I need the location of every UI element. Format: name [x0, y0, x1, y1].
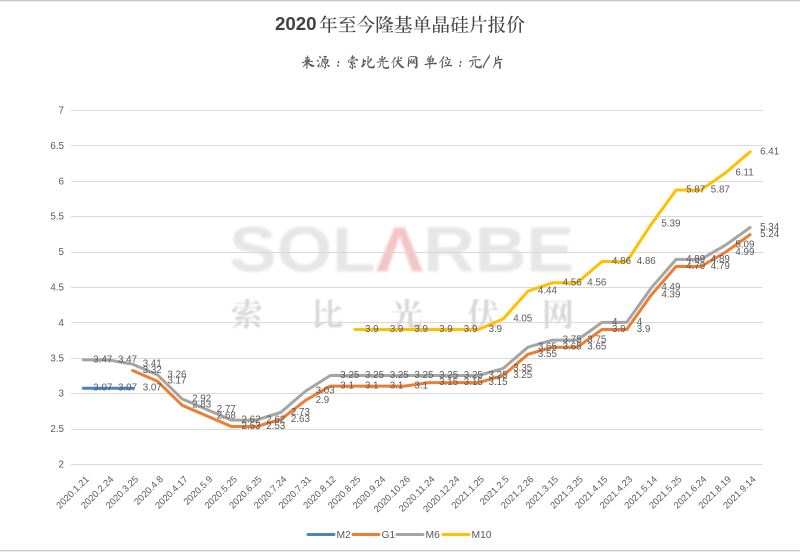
- svg-text:3: 3: [59, 389, 65, 400]
- svg-text:4: 4: [59, 318, 65, 329]
- svg-text:2.63: 2.63: [291, 414, 311, 425]
- svg-text:6: 6: [59, 176, 65, 187]
- svg-text:4.44: 4.44: [538, 286, 558, 297]
- svg-text:3.25: 3.25: [439, 370, 459, 381]
- svg-text:3.1: 3.1: [390, 381, 404, 392]
- svg-text:4.86: 4.86: [612, 256, 632, 267]
- svg-text:4: 4: [612, 317, 618, 328]
- svg-text:3.15: 3.15: [464, 377, 484, 388]
- svg-text:4: 4: [637, 317, 643, 328]
- svg-text:5.87: 5.87: [686, 185, 705, 196]
- svg-text:7: 7: [59, 106, 64, 117]
- svg-text:4.5: 4.5: [50, 283, 64, 294]
- svg-text:3.17: 3.17: [167, 376, 186, 387]
- svg-text:4.89: 4.89: [711, 254, 730, 265]
- svg-text:2.68: 2.68: [217, 410, 237, 421]
- svg-text:3.9: 3.9: [612, 324, 626, 335]
- svg-text:4.99: 4.99: [735, 247, 754, 258]
- svg-text:3.25: 3.25: [414, 370, 434, 381]
- svg-text:2.83: 2.83: [192, 400, 212, 411]
- svg-text:M2: M2: [337, 530, 352, 541]
- svg-text:3.1: 3.1: [340, 381, 354, 392]
- svg-text:3.9: 3.9: [489, 324, 503, 335]
- svg-text:3.15: 3.15: [489, 377, 509, 388]
- svg-text:3.07: 3.07: [143, 383, 162, 394]
- svg-text:6.5: 6.5: [50, 141, 64, 152]
- svg-text:3.25: 3.25: [489, 370, 509, 381]
- svg-text:3.9: 3.9: [464, 324, 478, 335]
- svg-text:4.79: 4.79: [686, 261, 705, 272]
- svg-text:6.41: 6.41: [760, 146, 779, 157]
- svg-text:3.5: 3.5: [50, 353, 64, 364]
- svg-text:5.5: 5.5: [50, 212, 64, 223]
- svg-text:3.55: 3.55: [538, 349, 558, 360]
- svg-text:2.62: 2.62: [266, 415, 285, 426]
- svg-text:3.75: 3.75: [563, 335, 583, 346]
- svg-text:3.03: 3.03: [316, 386, 336, 397]
- svg-text:5.87: 5.87: [711, 185, 730, 196]
- svg-text:5.09: 5.09: [735, 240, 754, 251]
- svg-text:2.62: 2.62: [242, 415, 261, 426]
- svg-text:2.53: 2.53: [242, 421, 262, 432]
- svg-text:3.65: 3.65: [563, 342, 583, 353]
- svg-text:4.49: 4.49: [661, 282, 680, 293]
- svg-text:3.9: 3.9: [414, 324, 428, 335]
- svg-text:M10: M10: [472, 530, 492, 541]
- svg-text:2.9: 2.9: [316, 395, 330, 406]
- svg-text:3.1: 3.1: [414, 381, 428, 392]
- svg-text:3.9: 3.9: [637, 324, 651, 335]
- svg-text:2.92: 2.92: [192, 393, 211, 404]
- svg-text:3.35: 3.35: [513, 363, 533, 374]
- svg-text:4.86: 4.86: [637, 256, 657, 267]
- svg-text:3.25: 3.25: [513, 370, 533, 381]
- svg-text:3.75: 3.75: [587, 335, 607, 346]
- svg-text:3.9: 3.9: [365, 324, 379, 335]
- svg-text:2: 2: [59, 460, 64, 471]
- svg-text:3.9: 3.9: [390, 324, 404, 335]
- svg-text:2020: 2020: [275, 13, 317, 34]
- svg-text:3.07: 3.07: [118, 383, 137, 394]
- svg-text:3.25: 3.25: [365, 370, 385, 381]
- svg-text:3.15: 3.15: [439, 377, 459, 388]
- svg-text:M6: M6: [426, 530, 441, 541]
- svg-text:3.32: 3.32: [143, 365, 162, 376]
- svg-text:3.41: 3.41: [143, 359, 162, 370]
- svg-text:4.56: 4.56: [563, 277, 583, 288]
- svg-text:G1: G1: [382, 530, 396, 541]
- svg-text:4.89: 4.89: [686, 254, 705, 265]
- svg-text:3.25: 3.25: [340, 370, 360, 381]
- svg-text:5.24: 5.24: [760, 229, 780, 240]
- svg-text:5.34: 5.34: [760, 222, 780, 233]
- svg-text:3.26: 3.26: [167, 369, 187, 380]
- svg-text:4.39: 4.39: [661, 289, 680, 300]
- svg-text:3.65: 3.65: [587, 342, 607, 353]
- svg-text:3.1: 3.1: [365, 381, 379, 392]
- svg-text:3.25: 3.25: [390, 370, 410, 381]
- svg-text:5.39: 5.39: [661, 219, 680, 230]
- svg-text:4.79: 4.79: [711, 261, 730, 272]
- svg-text:3.47: 3.47: [118, 354, 137, 365]
- svg-text:2.73: 2.73: [291, 407, 311, 418]
- svg-text:2.5: 2.5: [50, 424, 64, 435]
- svg-text:3.47: 3.47: [93, 354, 112, 365]
- svg-text:3.9: 3.9: [439, 324, 453, 335]
- svg-text:2.53: 2.53: [266, 421, 286, 432]
- svg-text:5: 5: [59, 247, 65, 258]
- svg-text:6.11: 6.11: [735, 168, 753, 179]
- svg-text:3.25: 3.25: [464, 370, 484, 381]
- svg-text:3.65: 3.65: [538, 342, 558, 353]
- svg-text:4.05: 4.05: [513, 313, 533, 324]
- svg-text:2.77: 2.77: [217, 404, 236, 415]
- svg-text:4.56: 4.56: [587, 277, 607, 288]
- svg-text:3.07: 3.07: [93, 383, 112, 394]
